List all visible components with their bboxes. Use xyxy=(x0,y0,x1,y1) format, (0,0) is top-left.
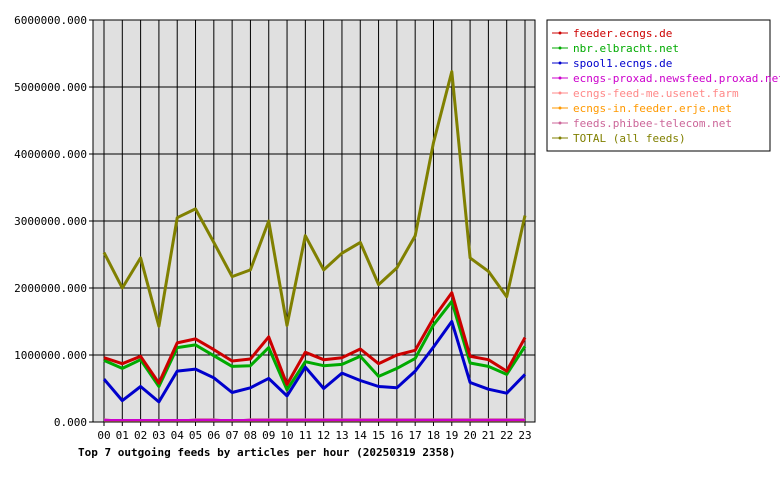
x-tick-label: 02 xyxy=(134,429,147,442)
legend-swatch-marker xyxy=(558,136,562,140)
legend-swatch-marker xyxy=(558,121,562,125)
x-axis-ticks: 00 01 02 03 04 05 06 07 08 09 10 11 12 13 14 15 16 17 18 19… xyxy=(97,422,532,442)
x-tick-label: 17 xyxy=(409,429,422,442)
legend-entry-label: TOTAL (all feeds) xyxy=(573,132,686,145)
y-axis-ticks: 0.000 1000000.000 2000000.000 3000000.000 40… xyxy=(14,14,93,429)
x-tick-label: 09 xyxy=(262,429,275,442)
legend-entry-label: feeds.phibee-telecom.net xyxy=(573,117,732,130)
legend-entry-label: ecngs-feed-me.usenet.farm xyxy=(573,87,739,100)
legend-swatch-marker xyxy=(558,76,562,80)
x-tick-label: 00 xyxy=(97,429,110,442)
legend-entry-label: nbr.elbracht.net xyxy=(573,42,679,55)
x-tick-label: 13 xyxy=(335,429,348,442)
legend-swatch-marker xyxy=(558,31,562,35)
x-tick-label: 08 xyxy=(244,429,257,442)
x-tick-label: 12 xyxy=(317,429,330,442)
x-tick-label: 04 xyxy=(171,429,185,442)
chart-title: Top 7 outgoing feeds by articles per hou… xyxy=(78,446,456,459)
series-line-2 xyxy=(102,320,527,404)
series-layer xyxy=(102,70,527,423)
plot-border xyxy=(92,19,536,423)
legend-swatch-marker xyxy=(558,91,562,95)
legend-entry-label: ecngs-in.feeder.erje.net xyxy=(573,102,732,115)
x-tick-label: 23 xyxy=(518,429,531,442)
x-tick-label: 20 xyxy=(463,429,476,442)
x-tick-label: 01 xyxy=(116,429,129,442)
y-tick-label: 0.000 xyxy=(54,416,87,429)
x-tick-label: 22 xyxy=(500,429,513,442)
x-tick-label: 14 xyxy=(354,429,368,442)
x-tick-label: 05 xyxy=(189,429,202,442)
legend-entry-label: feeder.ecngs.de xyxy=(573,27,672,40)
legend-entry-label: ecngs-proxad.newsfeed.proxad.net xyxy=(573,72,780,85)
y-tick-label: 3000000.000 xyxy=(14,215,87,228)
x-tick-label: 18 xyxy=(427,429,440,442)
series-line-0 xyxy=(103,291,527,386)
x-tick-label: 15 xyxy=(372,429,385,442)
x-tick-label: 03 xyxy=(152,429,165,442)
x-tick-label: 07 xyxy=(226,429,239,442)
legend-box xyxy=(546,19,771,152)
x-tick-label: 21 xyxy=(482,429,495,442)
series-line-1 xyxy=(103,299,527,392)
legend-swatch-marker xyxy=(558,106,562,110)
y-tick-label: 6000000.000 xyxy=(14,14,87,27)
legend: feeder.ecngs.de nbr.elbracht.net spool1.ec… xyxy=(546,19,780,152)
y-tick-label: 1000000.000 xyxy=(14,349,87,362)
x-tick-label: 16 xyxy=(390,429,403,442)
legend-swatch-marker xyxy=(558,46,562,50)
series-line-7 xyxy=(102,70,527,328)
y-tick-label: 4000000.000 xyxy=(14,148,87,161)
x-tick-label: 10 xyxy=(280,429,293,442)
x-tick-label: 19 xyxy=(445,429,458,442)
x-tick-label: 06 xyxy=(207,429,220,442)
legend-entry-label: spool1.ecngs.de xyxy=(573,57,672,70)
y-tick-label: 2000000.000 xyxy=(14,282,87,295)
legend-swatch-marker xyxy=(558,61,562,65)
x-tick-label: 11 xyxy=(299,429,312,442)
y-tick-label: 5000000.000 xyxy=(14,81,87,94)
